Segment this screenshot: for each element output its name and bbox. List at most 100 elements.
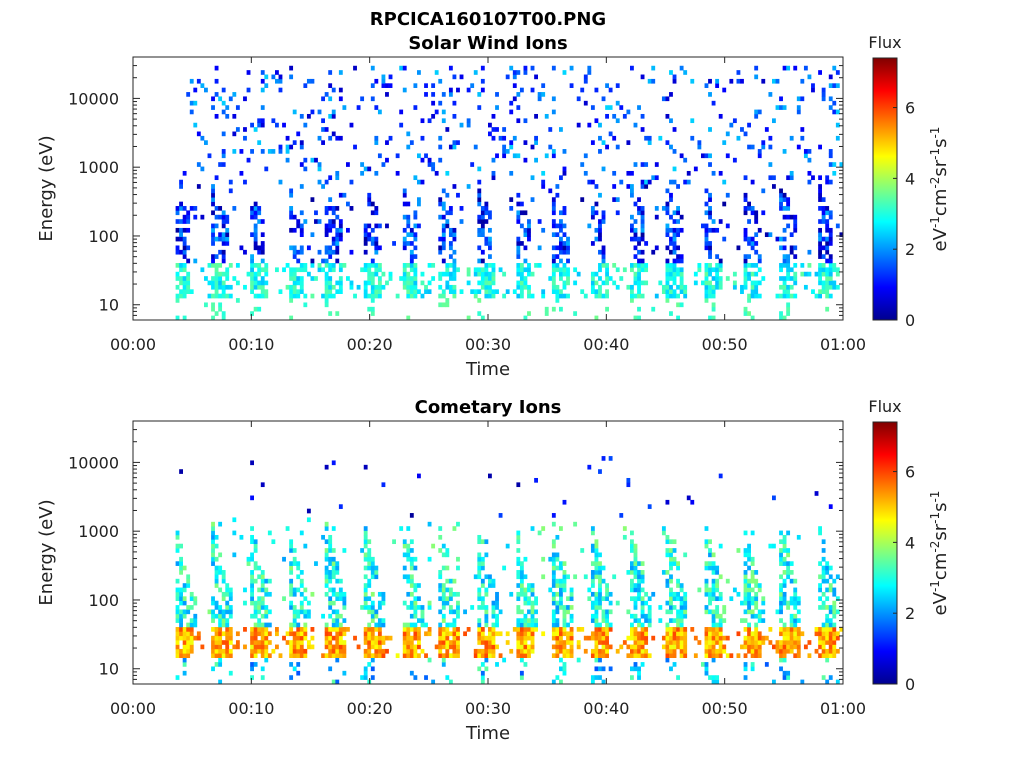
spectrogram-cell [438,144,443,150]
spectrogram-cell [438,596,443,602]
spectrogram-cell [679,214,684,220]
spectrogram-cell [747,591,751,597]
spectrogram-cell [786,65,791,71]
spectrogram-cell [338,640,343,645]
spectrogram-cell [221,241,226,246]
panel-title: Solar Wind Ions [408,33,567,54]
spectrogram-cell [782,289,787,294]
spectrogram-cell [221,609,226,615]
spectrogram-cell [480,600,485,606]
spectrogram-cell [406,526,411,531]
spectrogram-cell [253,223,258,229]
spectrogram-cell [807,157,812,163]
spectrogram-cell [381,640,386,645]
spectrogram-cell [260,78,265,84]
spectrogram-cell [491,135,496,141]
spectrogram-cell [697,140,702,145]
spectrogram-cell [473,653,478,658]
spectrogram-cell [363,232,368,238]
spectrogram-cell [779,315,783,321]
spectrogram-cell [665,583,670,588]
spectrogram-cell [296,219,301,224]
spectrogram-cell [796,640,801,645]
spectrogram-cell [814,271,819,277]
spectrogram-cell [782,627,787,632]
spectrogram-cell [605,644,609,650]
spectrogram-cell [566,640,570,645]
spectrogram-cell [747,600,751,606]
spectrogram-cell [825,648,830,654]
spectrogram-cell [310,197,315,202]
spectrogram-cell [367,609,372,615]
spectrogram-cell [367,605,372,610]
spectrogram-cell [693,653,698,658]
spectrogram-cell [381,635,386,641]
spectrogram-cell [182,289,187,294]
spectrogram-cell [484,210,489,216]
spectrogram-cell [630,675,634,680]
spectrogram-cell [264,578,269,584]
spectrogram-cell [250,648,254,654]
spectrogram-cell [551,552,556,558]
spectrogram-cell [828,74,833,80]
spectrogram-cell [299,113,304,119]
spectrogram-cell [551,267,556,273]
colorbar [872,421,898,685]
spectrogram-cell [551,609,556,615]
spectrogram-cell [296,648,301,654]
spectrogram-cell [370,613,375,619]
spectrogram-cell [601,613,606,619]
spectrogram-cell [260,574,265,580]
spectrogram-cell [523,622,528,628]
spectrogram-cell [253,232,258,238]
spectrogram-cell [551,245,556,251]
spectrogram-cell [289,570,294,575]
spectrogram-cell [630,298,634,303]
spectrogram-cell [175,640,180,645]
spectrogram-cell [562,223,567,229]
spectrogram-cell [299,653,304,658]
spectrogram-cell [683,284,688,290]
spectrogram-cell [289,640,294,645]
spectrogram-cell [590,635,595,641]
spectrogram-cell [551,613,556,619]
spectrogram-cell [448,263,453,268]
spectrogram-cell [296,640,301,645]
spectrogram-cell [562,241,567,246]
spectrogram-cell [676,596,680,602]
spectrogram-cell [182,276,187,281]
spectrogram-cell [257,280,262,286]
spectrogram-cell [800,679,805,685]
spectrogram-cell [782,206,787,211]
spectrogram-cell [342,591,347,597]
spectrogram-cell [228,605,233,610]
spectrogram-cell [803,65,808,71]
spectrogram-cell [328,96,333,102]
spectrogram-cell [722,618,727,623]
spectrogram-cell [424,622,428,628]
spectrogram-cell [718,596,723,602]
spectrogram-cell [179,179,183,185]
spectrogram-cell [225,622,230,628]
spectrogram-cell [321,96,325,102]
spectrogram-cell [367,565,372,571]
spectrogram-cell [544,306,549,312]
spectrogram-cell [480,583,485,588]
spectrogram-cell [488,254,492,259]
spectrogram-cell [796,653,801,658]
colorbar-tick-label: 0 [905,675,915,694]
spectrogram-cell [257,249,262,255]
spectrogram-cell [331,609,336,615]
spectrogram-cell [782,596,787,602]
spectrogram-cell [630,170,634,176]
spectrogram-cell [711,648,716,654]
spectrogram-cell [786,293,791,299]
spectrogram-cell [644,648,649,654]
spectrogram-cell [519,578,524,584]
spectrogram-cell [523,600,528,606]
colorbar-tick-label: 0 [905,311,915,330]
spectrogram-cell [502,135,507,141]
spectrogram-cell [225,600,230,606]
spectrogram-cell [796,618,801,623]
spectrogram-cell [754,600,759,606]
